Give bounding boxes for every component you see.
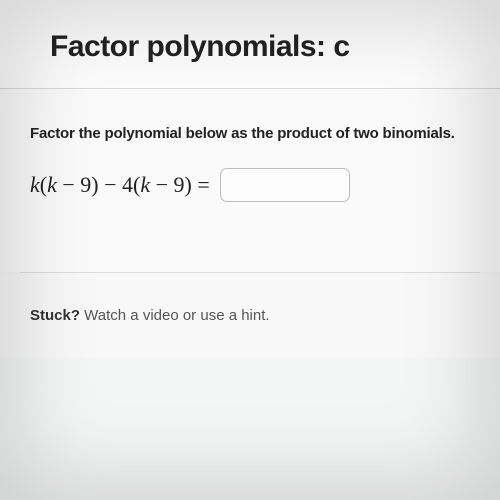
math-expression-row: k(k − 9) − 4(k − 9) =: [30, 168, 460, 202]
hint-section: Stuck? Watch a video or use a hint.: [0, 273, 500, 358]
spacer: [0, 232, 500, 272]
answer-input[interactable]: [220, 168, 350, 202]
hint-label: Stuck?: [30, 307, 80, 324]
variable-k: k: [140, 172, 150, 197]
hint-text[interactable]: Stuck? Watch a video or use a hint.: [30, 307, 470, 324]
open-paren: (: [40, 172, 47, 197]
minus-nine: − 9: [57, 172, 91, 197]
variable-k: k: [47, 172, 57, 197]
equals: =: [192, 172, 210, 197]
hint-actions: Watch a video or use a hint.: [80, 307, 270, 324]
minus-nine: − 9: [150, 172, 184, 197]
math-expression: k(k − 9) − 4(k − 9) =: [30, 172, 210, 198]
minus-four: − 4: [99, 172, 133, 197]
close-paren: ): [91, 172, 98, 197]
variable-k: k: [30, 172, 40, 197]
close-paren: ): [185, 172, 192, 197]
page-header: Factor polynomials: c: [0, 0, 500, 88]
page-title: Factor polynomials: c: [50, 30, 460, 64]
question-section: Factor the polynomial below as the produ…: [0, 89, 500, 232]
question-text: Factor the polynomial below as the produ…: [30, 125, 460, 142]
